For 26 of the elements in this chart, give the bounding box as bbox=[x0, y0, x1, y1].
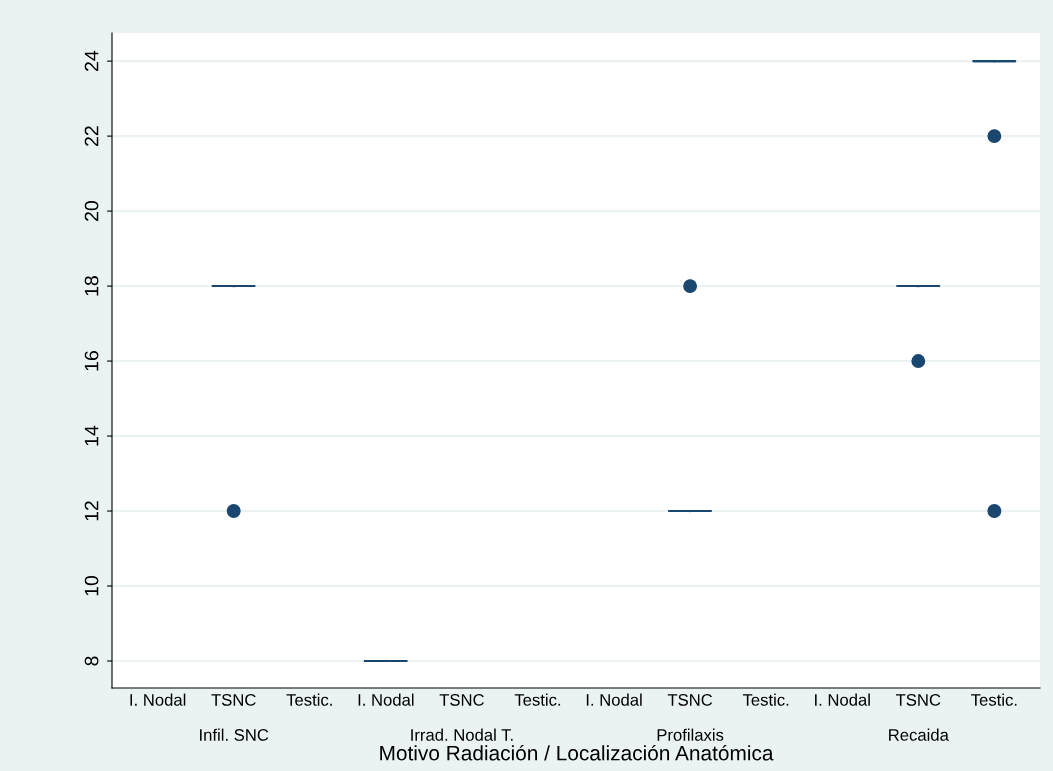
y-tick-label: 22 bbox=[84, 126, 99, 146]
y-tick-label: 10 bbox=[84, 575, 99, 596]
text: Infil. SNC bbox=[200, 728, 269, 741]
x-tick-label: Testic. bbox=[971, 693, 1017, 706]
y-tick-label: 8 bbox=[84, 656, 99, 666]
x-axis-title: Motivo Radiación / Localización Anatómica bbox=[380, 744, 774, 761]
y-tick-label: 20 bbox=[84, 201, 99, 221]
x-tick-label: I. Nodal bbox=[815, 693, 870, 706]
text: Irrad. Nodal T. bbox=[411, 728, 513, 741]
x-tick-label: TSNC bbox=[211, 694, 256, 706]
y-tick-label: 12 bbox=[84, 501, 99, 521]
x-tick-label: TSNC bbox=[667, 694, 713, 706]
x-tick-label: TSNC bbox=[439, 694, 484, 706]
text: Profilaxis bbox=[657, 728, 724, 741]
y-tick-label: 18 bbox=[84, 276, 99, 296]
x-tick-label: I. Nodal bbox=[586, 693, 642, 706]
x-tick-label: Testic. bbox=[514, 693, 561, 706]
x-tick-label: I. Nodal bbox=[130, 693, 186, 706]
y-tick-label: 14 bbox=[84, 425, 99, 446]
y-tick-label: 16 bbox=[84, 351, 99, 371]
x-tick-label: Testic. bbox=[286, 693, 332, 706]
x-tick-label: I. Nodal bbox=[358, 693, 414, 706]
x-tick-label: TSNC bbox=[895, 694, 941, 706]
x-tick-label: Testic. bbox=[742, 693, 789, 706]
text: Recaida bbox=[889, 728, 949, 741]
y-tick-label: 24 bbox=[84, 50, 99, 71]
